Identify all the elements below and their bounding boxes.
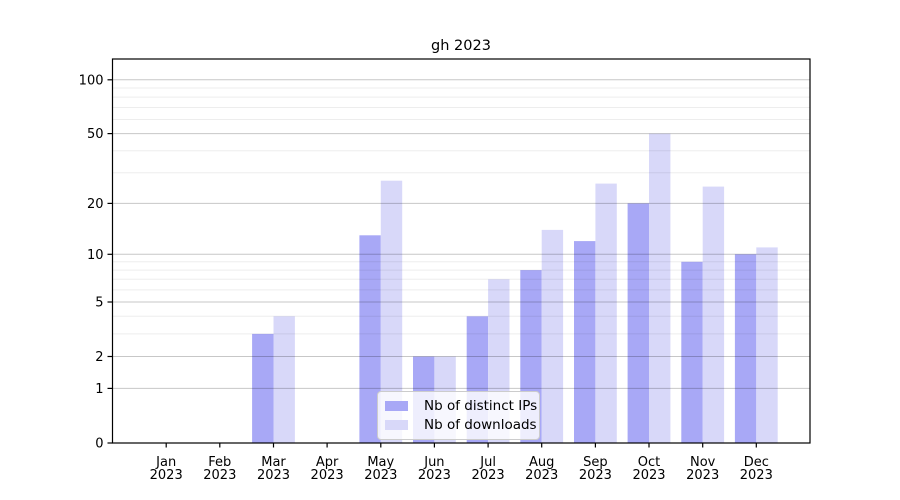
legend-item-downloads: Nb of downloads	[385, 416, 537, 436]
bar-distinct-ips	[681, 261, 703, 443]
y-tick-label: 50	[87, 127, 104, 142]
bar-downloads	[702, 186, 725, 443]
chart-title: gh 2023	[431, 38, 491, 54]
legend-swatch-distinct-ips	[385, 400, 408, 411]
x-tick-label: Jan 2023	[150, 455, 183, 483]
y-tick-label: 1	[95, 382, 103, 397]
x-tick-label: Dec 2023	[740, 455, 773, 483]
x-tick-label: Jul 2023	[472, 455, 505, 483]
bar-distinct-ips	[359, 235, 381, 443]
x-tick-label: Mar 2023	[257, 455, 290, 483]
y-tick-label: 20	[87, 197, 104, 212]
y-tick-label: 5	[95, 296, 103, 311]
x-tick-label: Sep 2023	[579, 455, 612, 483]
x-tick-label: Jun 2023	[418, 455, 451, 483]
y-tick-label: 100	[79, 73, 104, 88]
x-tick-label: Nov 2023	[686, 455, 719, 483]
legend: Nb of distinct IPs Nb of downloads	[377, 391, 540, 440]
bar-distinct-ips	[627, 203, 649, 443]
bar-distinct-ips	[574, 241, 596, 443]
bar-downloads	[756, 247, 778, 443]
legend-label-downloads: Nb of downloads	[424, 417, 537, 434]
legend-label-distinct-ips: Nb of distinct IPs	[424, 397, 538, 414]
x-tick-label: Apr 2023	[311, 455, 344, 483]
y-tick-label: 0	[95, 437, 103, 452]
y-tick-label: 10	[87, 248, 104, 263]
x-tick-label: Aug 2023	[525, 455, 558, 483]
x-tick-label: Oct 2023	[632, 455, 665, 483]
bar-downloads	[541, 229, 564, 443]
x-tick-label: Feb 2023	[203, 455, 236, 483]
bar-distinct-ips	[252, 333, 274, 443]
axis-frame	[111, 58, 811, 444]
bar-downloads	[595, 183, 617, 443]
legend-item-distinct-ips: Nb of distinct IPs	[385, 396, 537, 416]
legend-swatch-downloads	[385, 420, 408, 431]
bar-downloads	[380, 180, 403, 443]
bar-downloads	[273, 316, 295, 443]
y-tick-label: 2	[95, 350, 103, 365]
bar-distinct-ips	[734, 254, 757, 443]
bar-downloads	[649, 133, 671, 443]
x-tick-label: May 2023	[364, 455, 397, 483]
